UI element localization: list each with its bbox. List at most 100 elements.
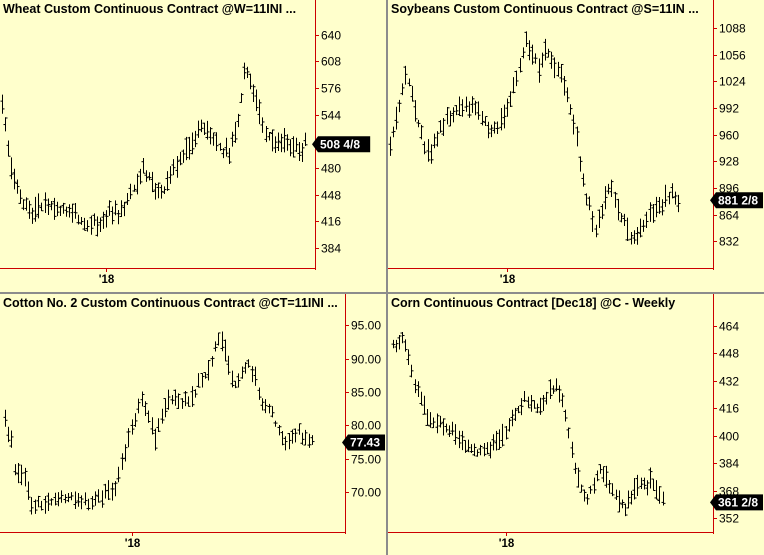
ohlc-bar bbox=[540, 52, 545, 68]
ohlc-bar bbox=[400, 83, 405, 96]
ohlc-bar bbox=[277, 424, 282, 436]
ohlc-bar bbox=[90, 496, 95, 510]
ohlc-bar bbox=[504, 425, 509, 440]
ohlc-bar bbox=[604, 465, 609, 488]
ohlc-bar bbox=[310, 435, 315, 445]
price-tick-label: 70.00 bbox=[351, 486, 381, 500]
price-tick-label: 928 bbox=[719, 155, 739, 169]
ohlc-bar bbox=[122, 201, 127, 217]
ohlc-bar bbox=[133, 413, 138, 427]
ohlc-bar bbox=[406, 349, 411, 365]
ohlc-bar bbox=[657, 486, 662, 504]
ohlc-bar bbox=[226, 355, 231, 375]
ohlc-bar bbox=[391, 339, 396, 349]
ohlc-bar bbox=[478, 444, 483, 456]
ohlc-bar bbox=[535, 403, 540, 414]
ohlc-bar bbox=[573, 462, 578, 474]
ohlc-bar bbox=[227, 147, 232, 164]
ohlc-bar bbox=[267, 132, 272, 141]
ohlc-bar bbox=[651, 478, 656, 491]
chart-title-corn: Corn Continuous Contract [Dec18] @C - We… bbox=[391, 296, 676, 310]
ohlc-bar bbox=[242, 62, 247, 80]
ohlc-bar bbox=[657, 196, 662, 214]
last-price-badge: 361 2/8 bbox=[710, 494, 763, 511]
ohlc-bar bbox=[86, 498, 91, 511]
ohlc-bar bbox=[0, 94, 5, 114]
ohlc-bar bbox=[590, 211, 595, 233]
ohlc-bar bbox=[96, 489, 101, 503]
ohlc-bar bbox=[557, 385, 562, 403]
last-price-badge: 508 4/8 bbox=[312, 136, 371, 153]
ohlc-bar bbox=[9, 157, 14, 180]
ohlc-bar bbox=[595, 470, 600, 482]
ohlc-bar bbox=[667, 191, 672, 205]
ohlc-bar bbox=[654, 480, 659, 500]
chart-panel-corn[interactable]: 464 448 432 416 400 384 368 352'18 361 2/8 Corn … bbox=[388, 294, 764, 555]
last-price-label: 77.43 bbox=[350, 435, 380, 449]
ohlc-bar bbox=[578, 156, 583, 172]
ohlc-bar bbox=[270, 406, 275, 418]
ohlc-bar bbox=[253, 366, 258, 386]
ohlc-bar bbox=[482, 443, 487, 457]
ohlc-bar bbox=[283, 436, 288, 451]
ohlc-bar bbox=[55, 201, 60, 217]
horizontal-panel-divider[interactable] bbox=[0, 292, 764, 294]
ohlc-bar bbox=[287, 432, 292, 450]
ohlc-bar bbox=[3, 117, 8, 132]
ohlc-bar bbox=[270, 129, 275, 152]
ohlc-bar bbox=[403, 65, 408, 85]
vertical-panel-divider[interactable] bbox=[386, 0, 388, 555]
ohlc-bar bbox=[581, 173, 586, 187]
ohlc-bar bbox=[186, 396, 191, 407]
ohlc-bar bbox=[223, 339, 228, 362]
ohlc-bar bbox=[489, 124, 494, 138]
ohlc-bar bbox=[143, 401, 148, 417]
price-tick-label: 95.00 bbox=[351, 319, 381, 333]
price-tick-label: 416 bbox=[321, 215, 341, 229]
ohlc-bar bbox=[483, 116, 488, 127]
chart-panel-soybeans[interactable]: 1088 1056 1024 992 960 928 896 864 832 '18 881 2/8… bbox=[388, 0, 764, 292]
ohlc-bar bbox=[36, 495, 41, 508]
ohlc-bar bbox=[221, 148, 226, 159]
cotton-price-chart[interactable]: 95.00 90.00 85.00 80.00 75.00 70.00 '18 77.43 bbox=[0, 294, 386, 555]
ohlc-bar bbox=[52, 197, 57, 220]
price-tick-label: 432 bbox=[719, 375, 739, 389]
price-tick-label: 640 bbox=[321, 29, 341, 43]
ohlc-bar bbox=[614, 489, 619, 500]
ohlc-bar bbox=[476, 101, 481, 120]
ohlc-bar bbox=[413, 100, 418, 122]
ohlc-bar bbox=[576, 467, 581, 488]
ohlc-bar bbox=[39, 202, 44, 212]
chart-panel-cotton[interactable]: 95.00 90.00 85.00 80.00 75.00 70.00 '18 77.43 C… bbox=[0, 294, 386, 555]
ohlc-bar bbox=[546, 48, 551, 58]
ohlc-bar bbox=[428, 412, 433, 428]
ohlc-bar bbox=[303, 132, 308, 146]
ohlc-bar bbox=[435, 413, 440, 434]
ohlc-bar bbox=[495, 121, 500, 135]
price-tick-label: 864 bbox=[719, 209, 739, 223]
ohlc-bar bbox=[254, 89, 259, 112]
ohlc-bar bbox=[206, 359, 211, 381]
ohlc-bar bbox=[663, 184, 668, 207]
ohlc-bar bbox=[538, 397, 543, 415]
ohlc-bar bbox=[502, 104, 507, 129]
ohlc-bar bbox=[453, 424, 458, 445]
ohlc-bar bbox=[642, 477, 647, 490]
ohlc-bar bbox=[470, 96, 475, 113]
ohlc-bar bbox=[397, 334, 402, 350]
ohlc-bar bbox=[676, 194, 681, 213]
ohlc-bar bbox=[464, 96, 469, 112]
ohlc-bar bbox=[466, 439, 471, 453]
ohlc-bar bbox=[559, 63, 564, 83]
soybeans-price-chart[interactable]: 1088 1056 1024 992 960 928 896 864 832 '18 881 2/8 bbox=[388, 0, 764, 292]
price-tick-label: 992 bbox=[719, 102, 739, 116]
ohlc-bar bbox=[444, 423, 449, 433]
ohlc-bar bbox=[180, 398, 185, 409]
ohlc-bar bbox=[171, 159, 176, 176]
price-tick-label: 832 bbox=[719, 235, 739, 249]
price-tick-label: 1056 bbox=[719, 49, 746, 63]
ohlc-bar bbox=[110, 482, 115, 501]
